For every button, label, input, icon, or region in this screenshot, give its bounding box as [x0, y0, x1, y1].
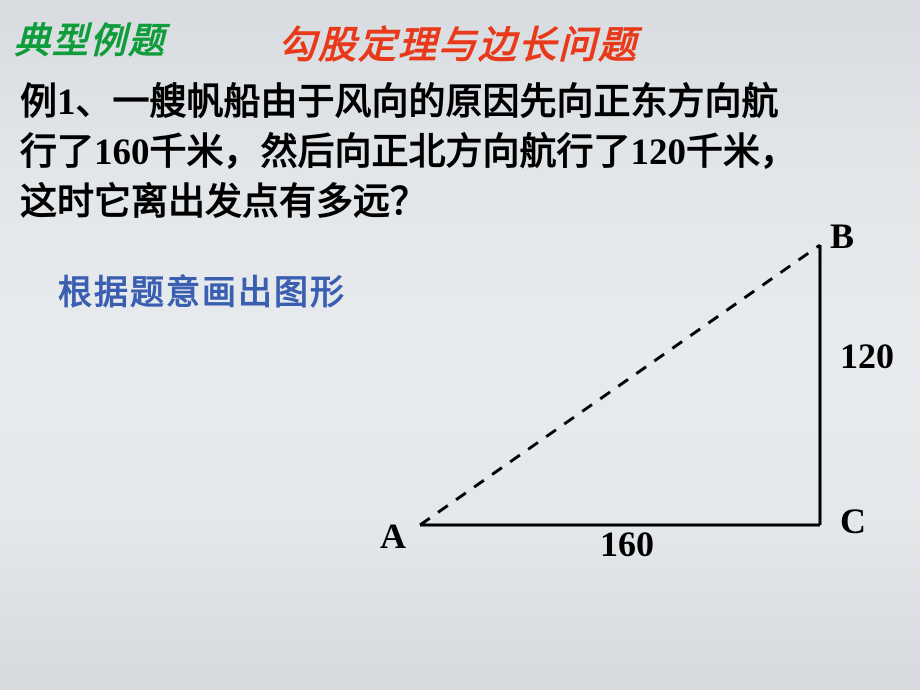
- vertex-label-B: B: [830, 215, 854, 257]
- edge-label-AC: 160: [600, 523, 654, 565]
- topic-title: 勾股定理与边长问题: [278, 14, 638, 69]
- problem-line-3: 这时它离出发点有多远？: [20, 182, 427, 223]
- edge-label-CB: 120: [840, 335, 894, 377]
- hint-text: 根据题意画出图形: [58, 265, 346, 314]
- edge-AB: [420, 245, 820, 525]
- vertex-label-C: C: [840, 500, 866, 542]
- triangle-diagram: A B C 160 120: [370, 225, 890, 575]
- problem-line-1: 例1、一艘帆船由于风向的原因先向正东方向航: [20, 82, 779, 123]
- problem-statement: 例1、一艘帆船由于风向的原因先向正东方向航 行了160千米，然后向正北方向航行了…: [20, 78, 900, 228]
- vertex-label-A: A: [380, 515, 406, 557]
- problem-line-2: 行了160千米，然后向正北方向航行了120千米，: [20, 132, 797, 173]
- section-title: 典型例题: [14, 12, 166, 64]
